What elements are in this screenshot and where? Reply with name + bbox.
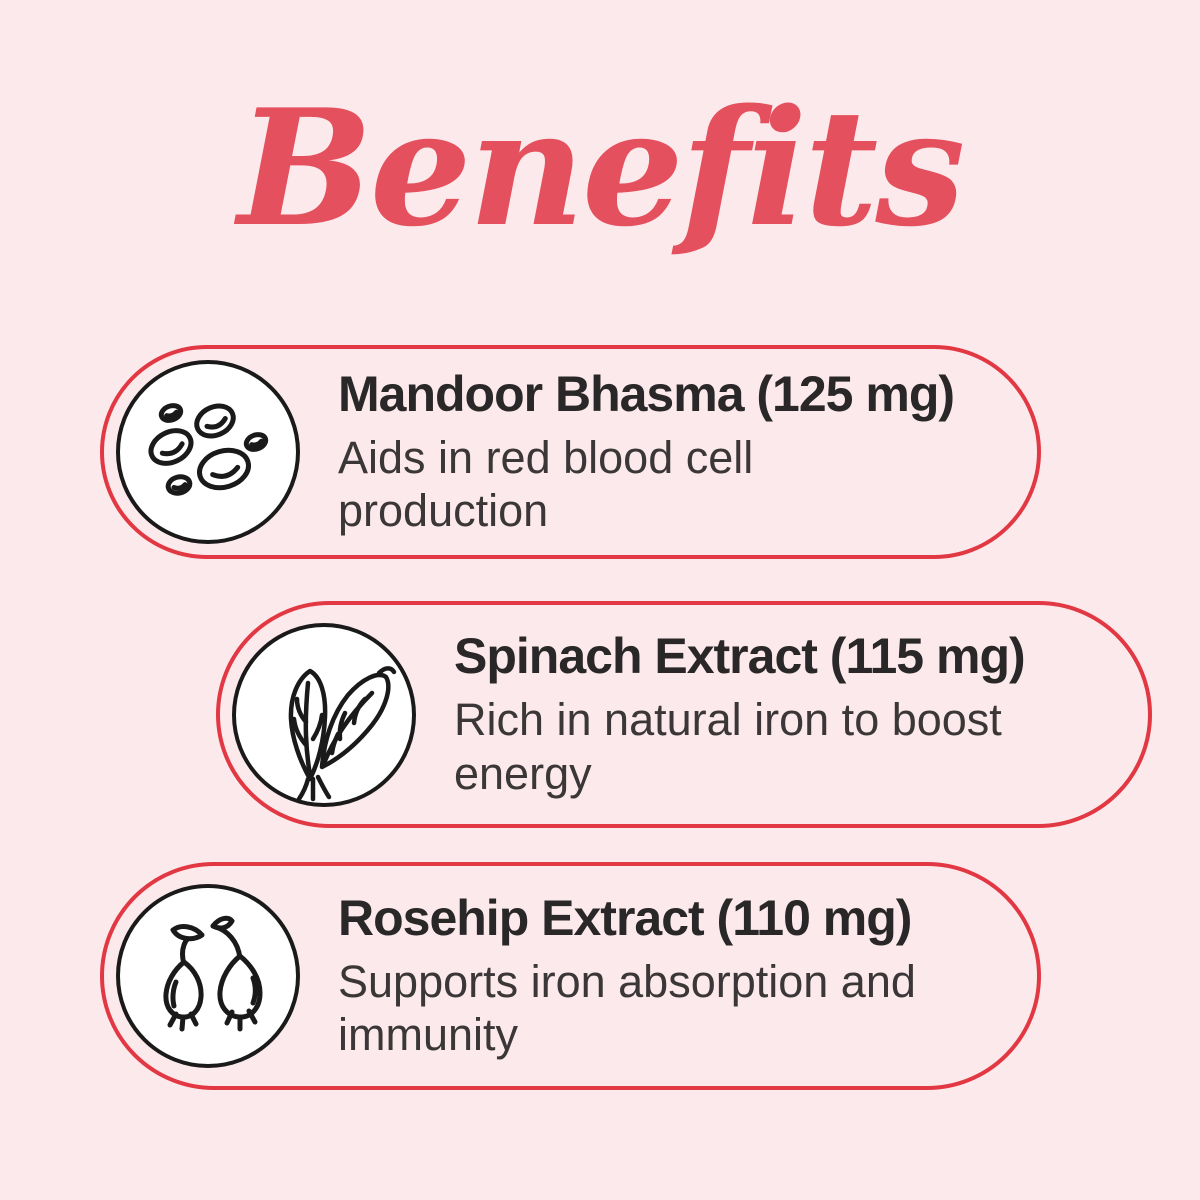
benefit-description-line: immunity bbox=[338, 1009, 519, 1060]
benefit-card-spinach-extract: Spinach Extract (115 mg) Rich in natural… bbox=[216, 601, 1152, 828]
spinach-leaves-icon bbox=[232, 622, 416, 807]
benefit-text-block: Mandoor Bhasma (125 mg) Aids in red bloo… bbox=[338, 365, 955, 539]
benefit-heading: Spinach Extract (115 mg) bbox=[454, 628, 1026, 685]
benefit-card-mandoor-bhasma: Mandoor Bhasma (125 mg) Aids in red bloo… bbox=[100, 345, 1041, 559]
benefit-description-line: Rich in natural iron to boost bbox=[454, 694, 1002, 746]
benefit-description-line: Aids in red blood cell bbox=[338, 431, 754, 483]
benefit-heading: Mandoor Bhasma (125 mg) bbox=[338, 365, 955, 422]
rosehip-fruits-icon bbox=[116, 884, 300, 1068]
benefit-card-rosehip-extract: Rosehip Extract (110 mg) Supports iron a… bbox=[100, 862, 1041, 1090]
benefit-description-line: production bbox=[338, 485, 549, 536]
blood-cells-icon bbox=[116, 360, 300, 544]
benefit-text-block: Spinach Extract (115 mg) Rich in natural… bbox=[454, 627, 1026, 801]
page-title: Benefits bbox=[237, 74, 966, 262]
benefit-description-line: Supports iron absorption and bbox=[338, 955, 916, 1007]
benefit-text-block: Rosehip Extract (110 mg) Supports iron a… bbox=[338, 889, 916, 1063]
benefit-heading: Rosehip Extract (110 mg) bbox=[338, 889, 912, 946]
benefit-description-line: energy bbox=[454, 747, 592, 799]
